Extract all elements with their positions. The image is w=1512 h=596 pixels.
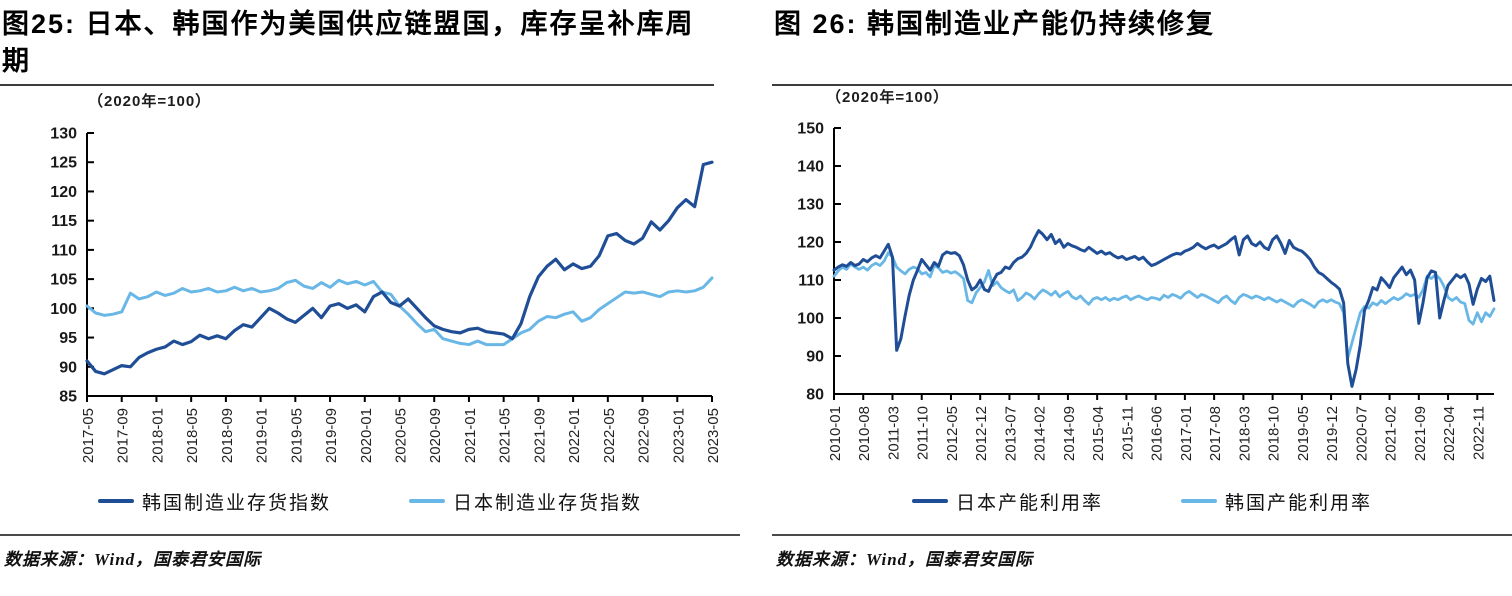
figure-25-legend: 韩国制造业存货指数 日本制造业存货指数: [0, 480, 740, 522]
y-tick-label: 105: [50, 272, 77, 289]
x-tick-label: 2017-01: [1178, 406, 1195, 461]
y-tick-label: 90: [806, 349, 824, 366]
axes: [86, 133, 712, 397]
y-tick-label: 115: [51, 213, 77, 230]
x-tick-label: 2022-11: [1470, 406, 1487, 460]
figure-25-title: 图25: 日本、韩国作为美国供应链盟国，库存呈补库周期: [0, 0, 714, 86]
x-tick-label: 2015-11: [1119, 406, 1136, 460]
x-tick-label: 2011-03: [885, 406, 902, 460]
unit-label: （2020年=100）: [88, 92, 211, 110]
y-tick-label: 90: [59, 359, 77, 376]
y-tick-label: 125: [50, 155, 77, 172]
x-tick-label: 2019-01: [254, 408, 271, 463]
x-tick-label: 2018-05: [184, 408, 201, 463]
series-line-0: [832, 229, 1496, 388]
chart-korea-japan-inventory: （2020年=100） 85 90 95 100 105 110 115 120 125 130 20…: [50, 92, 722, 463]
x-tick-label: 2019-05: [1295, 406, 1312, 461]
y-tick-label: 85: [59, 389, 77, 406]
unit-label: （2020年=100）: [826, 88, 949, 106]
x-tick-label: 2021-01: [462, 408, 479, 463]
series-line-1: [832, 251, 1496, 360]
figure-26-title: 图 26: 韩国制造业产能仍持续修复: [772, 0, 1512, 86]
y-tick-label: 130: [50, 126, 77, 143]
legend-item: 日本制造业存货指数: [409, 488, 642, 515]
x-tick-label: 2021-09: [1412, 406, 1429, 461]
x-tick-label: 2022-05: [601, 408, 618, 463]
x-tick-label: 2011-10: [915, 406, 932, 460]
legend-line-swatch: [1181, 499, 1217, 503]
y-tick-label: 100: [797, 311, 824, 328]
y-tick-label: 110: [798, 273, 824, 290]
x-tick-label: 2023-01: [670, 408, 687, 463]
x-tick-label: 2022-04: [1441, 406, 1458, 461]
x-tick-label: 2020-07: [1353, 406, 1370, 461]
legend-line-swatch: [409, 499, 445, 503]
y-axis-ticks: 80 90 100 110 120 130 140 150: [797, 121, 841, 404]
chart-capacity-utilization: （2020年=100） 80 90 100 110 120 130 140 150 2010-01…: [797, 88, 1496, 461]
x-tick-label: 2018-10: [1266, 406, 1283, 461]
x-tick-label: 2010-01: [827, 406, 844, 461]
series-line-1: [85, 276, 714, 347]
x-tick-label: 2010-08: [856, 406, 873, 461]
legend-line-swatch: [911, 499, 948, 503]
x-tick-label: 2017-08: [1207, 406, 1224, 461]
x-tick-label: 2021-05: [497, 408, 514, 463]
x-tick-label: 2017-09: [115, 408, 132, 463]
x-tick-label: 2019-09: [323, 408, 340, 463]
x-tick-label: 2022-09: [636, 408, 653, 463]
x-tick-label: 2017-05: [80, 408, 97, 463]
legend-label: 韩国产能利用率: [1225, 492, 1373, 514]
source-note: 数据来源：Wind，国泰君安国际: [0, 534, 740, 570]
x-tick-label: 2019-05: [288, 408, 305, 463]
x-tick-label: 2014-09: [1061, 406, 1078, 461]
x-tick-label: 2022-01: [566, 408, 583, 463]
legend-line-swatch: [97, 499, 134, 503]
x-tick-label: 2019-12: [1324, 406, 1341, 461]
legend-label: 日本产能利用率: [955, 492, 1103, 514]
figure-25: 图25: 日本、韩国作为美国供应链盟国，库存呈补库周期 （2020年=100） 8…: [0, 0, 740, 596]
x-tick-label: 2015-04: [1090, 406, 1107, 461]
legend-item: 韩国产能利用率: [1181, 488, 1372, 515]
y-tick-label: 140: [797, 159, 824, 176]
legend-item: 日本产能利用率: [911, 488, 1103, 515]
x-tick-label: 2012-05: [944, 406, 961, 461]
y-tick-label: 120: [50, 184, 77, 201]
source-note: 数据来源：Wind，国泰君安国际: [772, 534, 1512, 570]
y-tick-label: 80: [806, 387, 824, 404]
x-tick-label: 2020-01: [358, 408, 375, 463]
x-tick-label: 2020-09: [427, 408, 444, 463]
y-tick-label: 110: [51, 242, 77, 259]
x-axis-ticks: 2017-05 2017-09 2018-01 2018-05 2018-09 2019-…: [80, 396, 722, 463]
x-tick-label: 2013-07: [1002, 406, 1019, 461]
x-tick-label: 2016-06: [1149, 406, 1166, 461]
legend-label: 日本制造业存货指数: [453, 492, 643, 514]
x-tick-label: 2014-02: [1032, 406, 1049, 461]
x-tick-label: 2020-05: [393, 408, 410, 463]
series-line-0: [85, 160, 714, 376]
x-tick-label: 2023-05: [705, 408, 722, 463]
x-tick-label: 2018-09: [219, 408, 236, 463]
y-tick-label: 150: [797, 121, 824, 138]
x-axis-ticks: 2010-01 2010-08 2011-03 2011-10 2012-05 2012-…: [827, 394, 1487, 461]
y-tick-label: 100: [50, 301, 77, 318]
x-tick-label: 2021-02: [1383, 406, 1400, 461]
legend-item: 韩国制造业存货指数: [97, 488, 331, 515]
x-tick-label: 2012-12: [973, 406, 990, 461]
x-tick-label: 2018-03: [1236, 406, 1253, 461]
axes: [833, 128, 1494, 395]
y-axis-ticks: 85 90 95 100 105 110 115 120 125 130: [50, 126, 94, 406]
figure-26-legend: 日本产能利用率 韩国产能利用率: [772, 480, 1512, 522]
x-tick-label: 2021-09: [531, 408, 548, 463]
figure-26: 图 26: 韩国制造业产能仍持续修复 （2020年=100） 80 90 100 110…: [772, 0, 1512, 596]
legend-label: 韩国制造业存货指数: [141, 492, 331, 514]
y-tick-label: 120: [797, 235, 824, 252]
y-tick-label: 95: [59, 330, 77, 347]
x-tick-label: 2018-01: [149, 408, 166, 463]
y-tick-label: 130: [797, 197, 824, 214]
